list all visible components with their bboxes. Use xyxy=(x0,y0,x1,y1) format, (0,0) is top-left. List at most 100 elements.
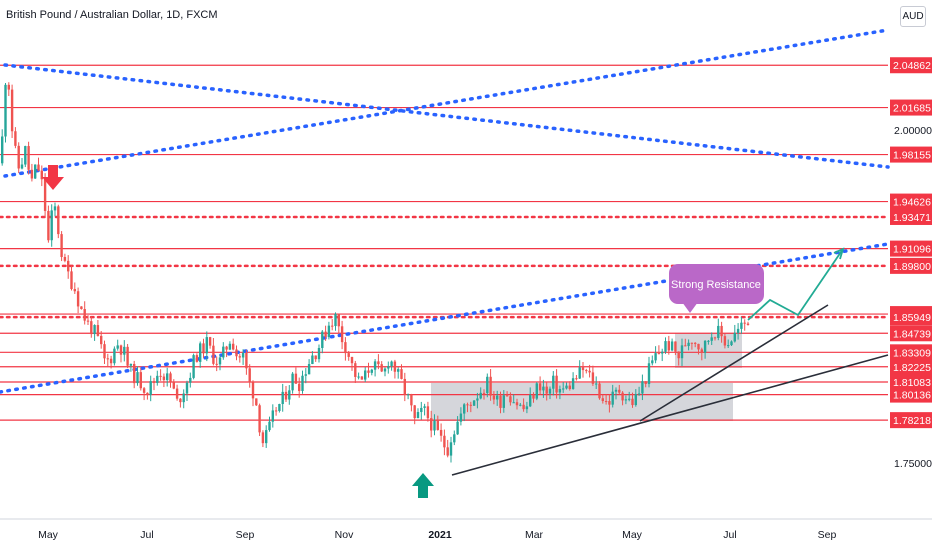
candle-up xyxy=(529,394,532,407)
candle-up xyxy=(53,206,57,211)
projection-path xyxy=(747,248,844,321)
price-level-label-bg xyxy=(890,99,932,116)
candle-up xyxy=(558,389,562,393)
candle-down xyxy=(314,355,317,360)
candle-down xyxy=(538,383,542,391)
candle-up xyxy=(614,389,618,392)
candle-down xyxy=(426,406,430,419)
candle-down xyxy=(324,331,327,338)
candle-up xyxy=(383,368,387,372)
candle-up xyxy=(397,369,400,372)
candle-down xyxy=(532,394,535,399)
price-level-label: 1.98155 xyxy=(893,150,931,162)
candle-down xyxy=(80,306,83,310)
price-tick-label: 2.00000 xyxy=(894,125,932,137)
candle-down xyxy=(598,383,601,399)
candle-down xyxy=(86,320,90,322)
candle-up xyxy=(670,341,674,351)
chart-title: British Pound / Australian Dollar, 1D, F… xyxy=(6,9,218,21)
candle-down xyxy=(70,271,73,290)
candle-down xyxy=(430,418,433,431)
candle-down xyxy=(195,355,199,362)
time-tick-label: Mar xyxy=(525,529,544,541)
candle-down xyxy=(245,352,248,369)
candle-up xyxy=(433,420,436,431)
steep-support-trend-line xyxy=(639,304,829,422)
candle-down xyxy=(482,392,486,394)
candle-up xyxy=(710,337,713,341)
candle-up xyxy=(311,355,314,364)
candle-up xyxy=(228,343,232,350)
candle-up xyxy=(136,372,139,384)
candle-up xyxy=(707,340,710,342)
candle-down xyxy=(298,383,301,391)
candle-up xyxy=(661,351,664,354)
candle-up xyxy=(664,341,667,352)
candle-down xyxy=(360,376,364,380)
candle-up xyxy=(740,322,743,329)
candle-up xyxy=(278,404,281,411)
candle-down xyxy=(225,346,228,350)
candle-down xyxy=(238,356,241,358)
candle-up xyxy=(423,406,426,408)
candle-up xyxy=(449,442,453,456)
candle-up xyxy=(205,337,208,354)
candle-up xyxy=(476,398,479,401)
currency-button[interactable]: AUD xyxy=(900,6,926,27)
rising-channel-line-upper xyxy=(3,28,890,178)
price-level-label-bg xyxy=(890,257,932,274)
candle-down xyxy=(684,345,687,347)
candle-up xyxy=(472,400,476,406)
candle-down xyxy=(413,405,416,419)
candle-down xyxy=(403,378,406,395)
candle-down xyxy=(274,410,278,412)
candle-up xyxy=(291,373,294,391)
candle-up xyxy=(634,394,637,406)
candle-down xyxy=(393,361,397,372)
candle-up xyxy=(373,361,377,370)
candle-up xyxy=(327,325,331,338)
price-level-label: 1.78218 xyxy=(893,415,931,427)
candle-down xyxy=(367,370,370,373)
candle-up xyxy=(654,353,657,361)
candle-down xyxy=(446,447,449,456)
candle-down xyxy=(126,346,129,366)
candle-down xyxy=(47,210,50,241)
candle-down xyxy=(208,337,212,346)
candle-down xyxy=(103,344,106,359)
candle-down xyxy=(255,398,258,406)
consolidation-zone xyxy=(431,383,733,421)
price-level-label-bg xyxy=(890,240,932,257)
candle-up xyxy=(268,421,271,431)
candle-up xyxy=(20,164,24,169)
candle-up xyxy=(595,383,598,385)
candle-up xyxy=(1,136,4,164)
price-level-label-bg xyxy=(890,208,932,225)
candle-down xyxy=(746,323,750,325)
candle-up xyxy=(611,391,614,405)
price-level-label-bg xyxy=(890,146,932,163)
price-level-label-bg xyxy=(890,358,932,375)
candle-down xyxy=(674,341,677,352)
candle-down xyxy=(215,363,218,365)
candle-down xyxy=(713,337,717,339)
candle-up xyxy=(4,84,7,137)
candle-down xyxy=(515,402,519,406)
candle-down xyxy=(248,368,251,383)
down-arrow-marker xyxy=(42,165,64,190)
candle-down xyxy=(588,370,591,373)
candle-down xyxy=(466,404,469,406)
candle-down xyxy=(90,321,93,335)
candle-down xyxy=(439,429,443,436)
candle-down xyxy=(522,404,525,410)
time-tick-label: May xyxy=(622,529,643,541)
price-level-label-bg xyxy=(890,325,932,342)
candle-up xyxy=(463,404,466,414)
candle-down xyxy=(555,375,558,393)
candle-down xyxy=(57,206,60,235)
candle-up xyxy=(479,392,482,399)
candle-down xyxy=(344,342,347,354)
candle-down xyxy=(700,349,703,353)
candle-up xyxy=(304,374,307,376)
